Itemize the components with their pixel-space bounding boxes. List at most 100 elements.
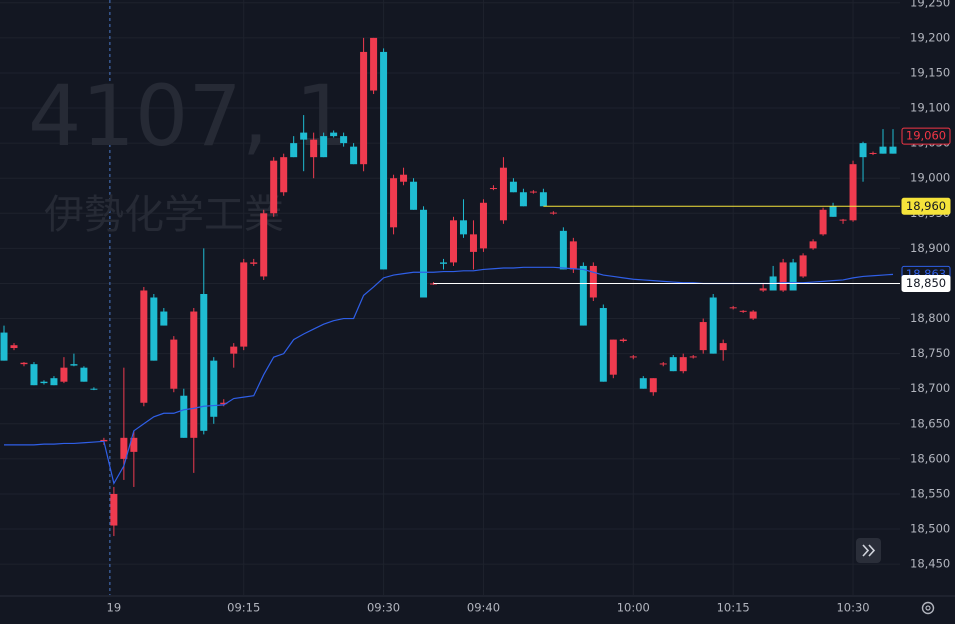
candle-body: [739, 310, 747, 312]
x-tick-label: 10:30: [836, 601, 869, 615]
candle-body: [549, 212, 557, 214]
price-label: 18,960: [906, 199, 946, 213]
y-tick-label: 18,600: [910, 451, 950, 465]
candle-body: [220, 402, 228, 405]
candle-body: [120, 437, 128, 459]
candle-body: [559, 230, 567, 270]
candle-body: [270, 160, 278, 214]
candle-body: [250, 262, 258, 264]
candle-body: [479, 202, 487, 249]
price-label-box: [901, 197, 951, 215]
candle-body: [80, 367, 88, 382]
candle-body: [90, 388, 98, 390]
y-tick-label: 18,650: [910, 416, 950, 430]
x-tick-label: 09:30: [367, 601, 400, 615]
candle-body: [360, 51, 368, 165]
candle-body: [449, 220, 457, 263]
y-tick-label: 18,800: [910, 311, 950, 325]
candle-body: [789, 262, 797, 291]
y-tick-label: 18,700: [910, 381, 950, 395]
candle-body: [190, 311, 198, 438]
candle-body: [669, 357, 677, 372]
candle-body: [70, 364, 78, 366]
candle-body: [440, 262, 448, 264]
candle-body: [310, 139, 318, 158]
y-tick-label: 18,750: [910, 346, 950, 360]
y-tick-label: 18,550: [910, 486, 950, 500]
candle-body: [330, 132, 338, 137]
y-tick-label: 19,000: [910, 171, 950, 185]
x-tick-label: 10:00: [617, 601, 650, 615]
candle-body: [839, 219, 847, 221]
settings-button[interactable]: [921, 601, 935, 615]
candle-body: [759, 288, 767, 291]
candle-body: [589, 265, 597, 298]
candle-body: [140, 290, 148, 403]
watermark-name: 伊勢化学工業: [44, 192, 284, 238]
candle-body: [320, 136, 328, 158]
candle-body: [469, 234, 477, 252]
x-tick-label: 10:15: [717, 601, 750, 615]
x-tick-label: 09:15: [227, 601, 260, 615]
price-label: 18,850: [906, 276, 946, 290]
candle-body: [459, 220, 467, 235]
candle-body: [300, 132, 308, 140]
candle-body: [210, 360, 218, 417]
candle-body: [869, 152, 877, 154]
candle-body: [390, 178, 398, 228]
candle-body: [280, 157, 288, 193]
watermark-symbol: 4107, 1: [28, 67, 349, 165]
candle-body: [60, 367, 68, 382]
candle-body: [609, 339, 617, 375]
candle-body: [130, 437, 138, 452]
candle-body: [420, 209, 428, 298]
scroll-button[interactable]: [856, 538, 881, 563]
y-tick-label: 19,250: [910, 0, 950, 9]
candle-body: [599, 308, 607, 382]
candle-body: [340, 136, 348, 144]
candle-body: [809, 241, 817, 249]
candle-body: [20, 362, 28, 365]
candle-body: [579, 265, 587, 326]
candle-body: [10, 345, 18, 349]
candle-body: [110, 493, 118, 526]
candle-body: [40, 381, 48, 384]
candle-body: [509, 181, 517, 193]
y-tick-label: 19,100: [910, 101, 950, 115]
y-tick-label: 18,900: [910, 241, 950, 255]
candle-body: [859, 143, 867, 158]
candle-body: [50, 378, 58, 386]
candle-body: [370, 37, 378, 91]
y-tick-label: 18,450: [910, 557, 950, 571]
candle-body: [719, 343, 727, 351]
candle-body: [410, 181, 418, 210]
candle-body: [400, 174, 408, 182]
candle-body: [0, 332, 8, 361]
candle-body: [170, 339, 178, 389]
candle-body: [150, 297, 158, 361]
price-label: 19,060: [906, 129, 946, 143]
x-tick-label: 19: [107, 601, 122, 615]
candle-body: [240, 262, 248, 347]
candle-body: [539, 192, 547, 207]
candle-body: [619, 339, 627, 342]
candle-body: [659, 363, 667, 365]
candle-body: [679, 357, 687, 372]
candle-body: [489, 188, 497, 190]
candle-body: [829, 206, 837, 217]
candle-body: [629, 356, 637, 358]
candle-body: [380, 51, 388, 270]
candle-body: [529, 191, 537, 193]
candle-body: [799, 255, 807, 277]
price-label-box: [901, 127, 951, 145]
candle-body: [639, 378, 647, 389]
candle-body: [889, 146, 897, 154]
candle-body: [709, 297, 717, 354]
candle-body: [200, 293, 208, 431]
candle-body: [160, 311, 168, 326]
candle-body: [290, 143, 298, 158]
plot: [0, 37, 900, 537]
candle-body: [749, 311, 757, 319]
y-tick-label: 19,200: [910, 30, 950, 44]
